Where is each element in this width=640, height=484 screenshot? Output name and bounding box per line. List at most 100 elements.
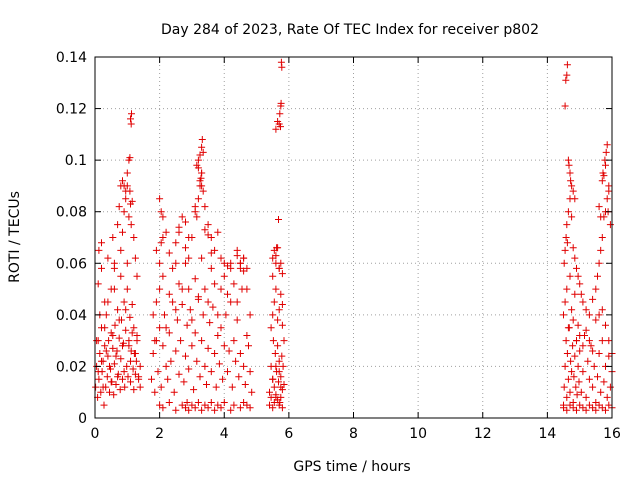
x-tick-label: 10 <box>409 426 427 442</box>
data-point <box>564 208 572 216</box>
data-point <box>169 264 177 272</box>
data-point <box>183 321 191 329</box>
data-point <box>207 264 215 272</box>
data-point <box>600 172 608 180</box>
data-point <box>115 334 123 342</box>
data-point <box>230 401 238 409</box>
data-point <box>120 208 128 216</box>
data-point <box>204 231 212 239</box>
data-point <box>198 254 206 262</box>
data-point <box>167 357 175 365</box>
data-point <box>235 373 243 381</box>
data-point <box>104 352 112 360</box>
data-point <box>211 406 219 414</box>
data-point <box>569 342 577 350</box>
data-point <box>207 368 215 376</box>
data-point <box>127 378 134 386</box>
data-point <box>123 285 131 293</box>
data-point <box>598 306 606 314</box>
data-point <box>277 290 285 298</box>
data-point <box>232 357 240 365</box>
data-point <box>100 401 108 409</box>
data-point <box>92 383 100 391</box>
data-point <box>230 337 238 345</box>
data-point <box>116 386 124 394</box>
y-axis-label: ROTI / TECUs <box>7 191 23 283</box>
data-point <box>602 148 610 156</box>
data-point <box>563 239 571 247</box>
data-point <box>277 58 285 66</box>
data-point <box>209 303 217 311</box>
data-point <box>122 306 130 314</box>
data-point <box>579 368 587 376</box>
data-point <box>275 216 282 223</box>
data-point <box>103 373 111 381</box>
data-point <box>215 360 223 368</box>
data-point <box>152 246 160 254</box>
data-point <box>563 285 571 293</box>
data-point <box>275 306 283 314</box>
y-tick-label: 0.04 <box>56 308 87 324</box>
data-point <box>201 226 209 234</box>
data-point <box>569 316 577 324</box>
data-point <box>595 311 603 319</box>
data-point <box>560 259 568 267</box>
data-point <box>240 254 248 262</box>
data-point <box>562 76 570 84</box>
data-point <box>191 275 199 283</box>
data-point <box>584 357 592 365</box>
data-point <box>246 368 254 376</box>
data-point <box>125 213 133 221</box>
data-point <box>151 388 159 396</box>
data-point <box>194 293 202 301</box>
data-point <box>109 234 117 241</box>
data-point <box>204 344 212 352</box>
data-point <box>568 182 576 190</box>
data-point <box>194 399 202 406</box>
data-point <box>157 239 165 247</box>
data-point <box>119 342 126 350</box>
data-point <box>159 342 167 350</box>
data-point <box>270 383 278 391</box>
data-point <box>245 342 252 350</box>
data-point <box>185 285 193 293</box>
data-point <box>128 329 136 337</box>
data-point <box>190 386 198 394</box>
data-point <box>271 350 279 357</box>
data-point <box>275 368 283 376</box>
data-point <box>194 195 202 203</box>
data-point <box>575 378 583 386</box>
data-point <box>177 337 185 345</box>
data-point <box>152 298 160 306</box>
data-point <box>133 332 141 339</box>
data-point <box>277 259 285 267</box>
data-point <box>201 285 209 293</box>
data-point <box>560 383 568 391</box>
data-point <box>570 373 578 381</box>
x-tick-label: 6 <box>284 426 293 442</box>
data-point <box>563 350 571 357</box>
data-point <box>201 203 209 211</box>
data-point <box>130 324 138 332</box>
data-point <box>277 99 285 107</box>
data-point <box>567 357 575 365</box>
data-point <box>102 311 110 319</box>
data-point <box>269 272 277 280</box>
data-point <box>568 368 576 376</box>
data-point <box>156 285 164 293</box>
data-point <box>568 306 576 314</box>
data-point <box>207 249 215 257</box>
data-point <box>193 357 201 365</box>
data-point <box>130 386 138 394</box>
data-point <box>278 321 286 329</box>
data-point <box>602 161 609 169</box>
data-point <box>219 375 227 383</box>
data-point <box>274 342 282 350</box>
data-point <box>561 246 569 254</box>
y-tick-label: 0.06 <box>56 256 87 272</box>
data-point <box>225 347 233 355</box>
data-point <box>272 391 280 399</box>
data-point <box>269 404 277 412</box>
y-tick-label: 0.14 <box>56 50 87 66</box>
